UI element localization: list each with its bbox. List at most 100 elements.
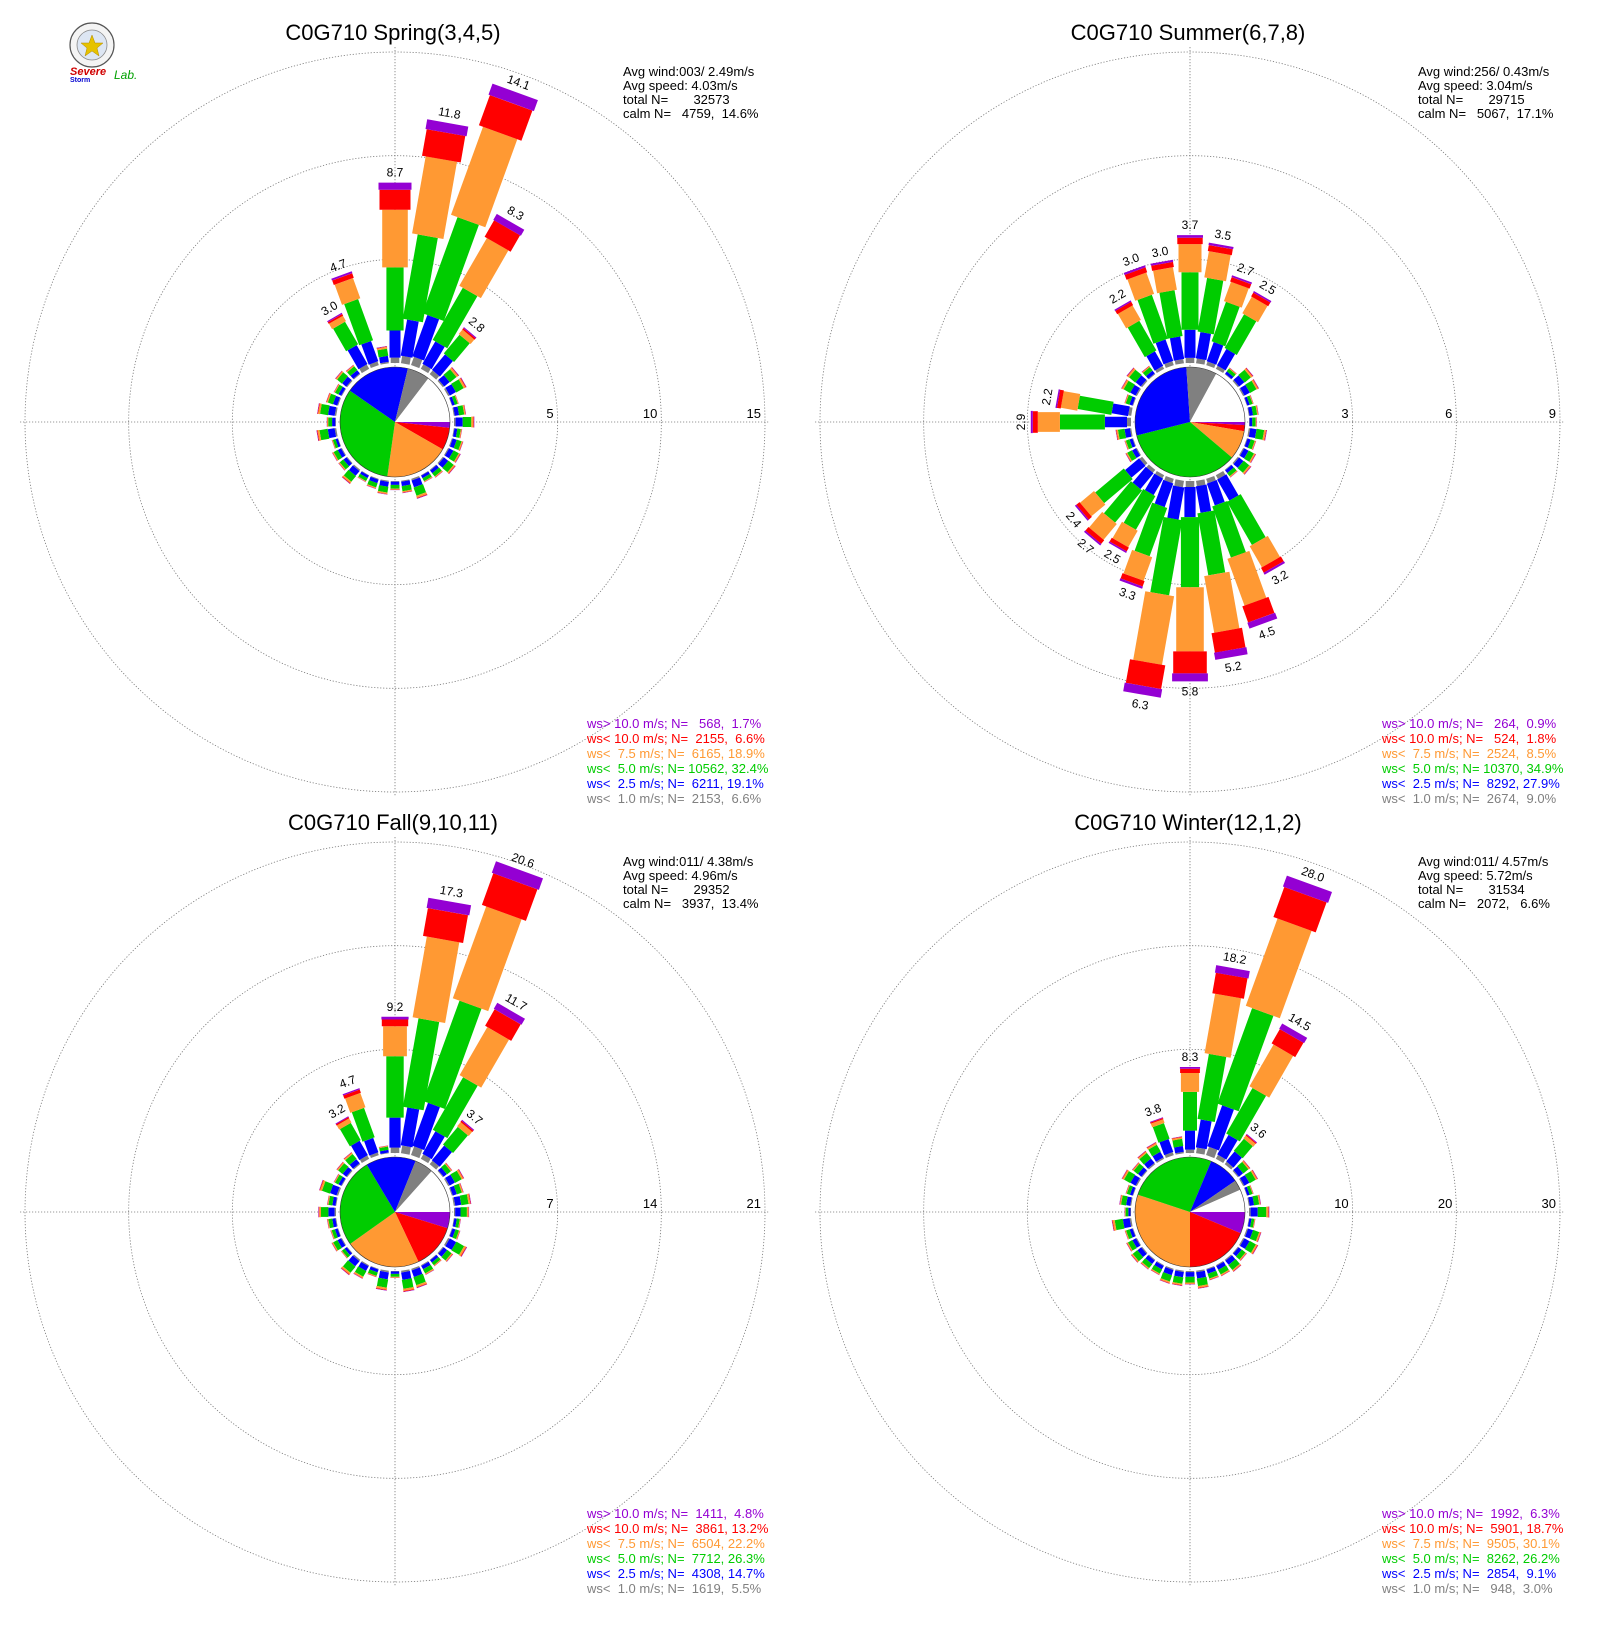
- bar-segment-330-lt10: [1115, 301, 1134, 315]
- bar-segment-20-lt2_5: [1207, 1105, 1234, 1151]
- bar-segment-260-gt10: [1111, 1220, 1114, 1231]
- bar-segment-250-lt7_5: [1125, 1230, 1130, 1240]
- bar-segment-150-lt10: [1261, 556, 1284, 573]
- bar-segment-220-lt1: [352, 1254, 361, 1262]
- bar-segment-350-lt10: [378, 1145, 388, 1148]
- bar-segment-170-lt2_5: [1196, 1270, 1206, 1279]
- bar-label-190: 6.3: [1131, 696, 1150, 713]
- bar-segment-110-lt10: [1257, 1232, 1262, 1243]
- bar-segment-80-lt2_5: [453, 1196, 462, 1206]
- bar-segment-100-lt10: [459, 1218, 461, 1228]
- bar-segment-310-lt2_5: [1137, 1167, 1147, 1177]
- bar-segment-0-lt7_5: [1178, 244, 1202, 273]
- bar-label-340: 3.0: [1121, 250, 1142, 269]
- bar-segment-60-lt10: [1252, 379, 1259, 389]
- bar-segment-250-lt10: [1124, 440, 1129, 450]
- bar-segment-280-lt5: [1077, 395, 1114, 415]
- bar-segment-350-lt2_5: [380, 1149, 389, 1154]
- bar-segment-80-lt7_5: [466, 1193, 471, 1205]
- bar-segment-70-gt10: [1250, 395, 1254, 404]
- bar-segment-40-lt1: [429, 370, 440, 380]
- bar-segment-20-lt7_5: [1245, 918, 1312, 1019]
- bar-segment-160-lt5: [413, 1273, 426, 1286]
- bar-segment-210-lt5: [354, 1266, 367, 1277]
- bar-segment-230-gt10: [340, 1251, 347, 1259]
- bar-segment-80-gt10: [1256, 405, 1259, 415]
- bar-segment-70-lt7_5: [1249, 395, 1254, 404]
- bar-segment-190-lt1: [380, 479, 389, 482]
- bar-segment-150-lt2_5: [421, 1261, 431, 1270]
- bar-segment-300-lt2_5: [1130, 384, 1140, 396]
- bar-segment-280-lt2_5: [1126, 1196, 1132, 1206]
- bar-segment-130-lt5: [1235, 1249, 1246, 1260]
- bar-segment-180-gt10: [1172, 673, 1208, 682]
- bar-segment-240-lt7_5: [332, 452, 339, 461]
- legend-entry-lt2_5: ws< 2.5 m/s; N= 2854, 9.1%: [1381, 1566, 1557, 1581]
- bar-segment-120-lt2_5: [444, 448, 454, 459]
- bar-segment-20-lt5: [423, 1000, 482, 1109]
- bar-segment-20-lt5: [1217, 1008, 1274, 1112]
- bar-segment-120-lt5: [1244, 1240, 1256, 1253]
- bar-segment-180-lt10: [1173, 651, 1207, 674]
- bar-segment-230-lt2_5: [1137, 1247, 1147, 1258]
- bar-segment-230-lt10: [338, 462, 345, 471]
- bar-segment-110-lt7_5: [455, 1230, 460, 1240]
- bar-segment-280-lt10: [1056, 389, 1064, 409]
- bar-segment-150-gt10: [424, 477, 433, 483]
- bar-segment-240-lt2_5: [337, 448, 346, 458]
- bar-segment-260-lt7_5: [1112, 1219, 1117, 1231]
- bar-segment-0-lt5: [386, 267, 404, 331]
- bar-segment-230-lt5: [339, 459, 350, 470]
- bar-segment-140-lt5: [1227, 467, 1237, 477]
- bar-segment-140-lt7_5: [1232, 1263, 1241, 1272]
- bar-segment-30-lt2_5: [422, 1131, 445, 1160]
- bar-segment-220-lt7_5: [1141, 1261, 1150, 1270]
- bar-segment-150-lt2_5: [1217, 474, 1239, 501]
- bar-segment-70-lt7_5: [458, 1183, 464, 1193]
- bar-segment-260-lt7_5: [317, 429, 322, 441]
- bar-segment-340-gt10: [331, 271, 353, 281]
- pie-slice-lt10: [395, 422, 450, 450]
- bar-segment-130-lt2_5: [1233, 1247, 1242, 1257]
- bar-segment-160-lt1: [1206, 476, 1216, 484]
- bar-segment-20-lt7_5: [452, 906, 522, 1012]
- bar-label-160: 4.5: [1257, 623, 1278, 642]
- bar-segment-0-gt10: [1177, 235, 1203, 238]
- bar-segment-230-lt7_5: [1080, 491, 1106, 517]
- bar-segment-40-lt1: [1224, 373, 1232, 380]
- bar-segment-60-lt10: [460, 377, 467, 388]
- pie-slice-lt10: [1190, 422, 1245, 432]
- bar-segment-240-lt7_5: [332, 1242, 338, 1252]
- info-line-3: total N= 29352: [623, 882, 730, 897]
- bar-segment-160-lt1: [1206, 1266, 1215, 1270]
- bar-segment-110-lt10: [1252, 440, 1257, 450]
- bar-segment-210-lt2_5: [1144, 473, 1164, 496]
- legend-entry-lt10: ws< 10.0 m/s; N= 524, 1.8%: [1381, 731, 1557, 746]
- logo-word-severe: Severe: [70, 66, 106, 78]
- bar-segment-260-lt2_5: [332, 1218, 337, 1228]
- bar-segment-50-lt10: [451, 367, 459, 376]
- bar-segment-150-lt1: [1215, 471, 1226, 480]
- bar-segment-250-lt5: [1126, 1229, 1133, 1239]
- bar-segment-330-lt2_5: [347, 345, 368, 370]
- bar-segment-350-lt5: [379, 1146, 389, 1152]
- legend-entry-lt5: ws< 5.0 m/s; N= 8262, 26.2%: [1381, 1551, 1560, 1566]
- bar-segment-190-lt7_5: [1133, 591, 1175, 665]
- bar-segment-170-lt2_5: [401, 480, 411, 487]
- pie-slice-lt7_5: [1190, 422, 1245, 458]
- bar-segment-190-lt2_5: [379, 480, 389, 487]
- bar-segment-40-lt2_5: [1225, 371, 1234, 379]
- info-line-4: calm N= 5067, 17.1%: [1418, 106, 1554, 121]
- bar-segment-240-lt10: [331, 1242, 337, 1252]
- bar-segment-50-gt10: [1246, 367, 1254, 377]
- bar-segment-130-lt5: [442, 460, 454, 473]
- bar-segment-90-lt2_5: [1249, 417, 1253, 427]
- bar-segment-230-gt10: [1130, 1254, 1138, 1263]
- bar-segment-250-lt1: [337, 438, 341, 447]
- bar-segment-30-lt1: [420, 364, 431, 374]
- bar-segment-190-lt1: [1174, 479, 1184, 488]
- bar-segment-240-lt10: [1126, 1242, 1132, 1252]
- bar-segment-200-lt10: [1120, 573, 1145, 587]
- bar-segment-120-lt10: [460, 1246, 467, 1257]
- bar-segment-290-lt2_5: [332, 395, 341, 406]
